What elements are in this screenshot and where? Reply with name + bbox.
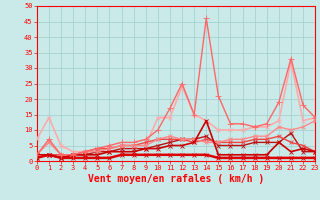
X-axis label: Vent moyen/en rafales ( km/h ): Vent moyen/en rafales ( km/h ) [88, 174, 264, 184]
